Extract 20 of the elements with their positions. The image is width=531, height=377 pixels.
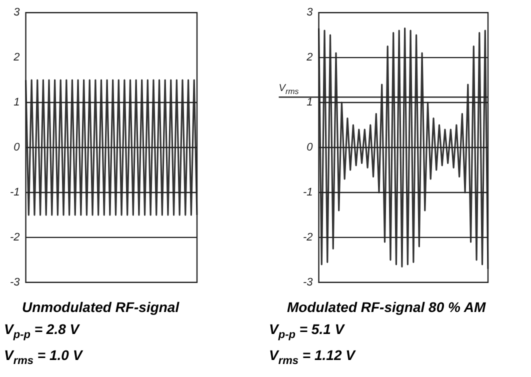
y-tick-label: -3 (10, 276, 21, 288)
text: Unmodulated RF-signal (22, 299, 180, 315)
y-tick-label: -2 (10, 231, 20, 244)
text: Modulated RF-signal 80 % AM (287, 299, 487, 315)
y-tick-label: -3 (303, 276, 314, 288)
y-tick-label: -1 (10, 186, 20, 199)
y-tick-label: 2 (12, 52, 20, 64)
y-tick-label: 2 (306, 52, 313, 64)
y-tick-label: 1 (306, 96, 313, 109)
y-tick-label: -1 (303, 186, 313, 199)
text: V$_{rms}$ = 1.12 V (269, 346, 357, 367)
y-tick-label: -2 (303, 231, 313, 244)
text: V$_{p-p}$ = 5.1 V (269, 321, 346, 341)
y-tick-label: 3 (306, 6, 314, 19)
y-tick-label: 1 (14, 96, 20, 109)
y-tick-label: 0 (306, 142, 314, 154)
text: V$_{p-p}$ = 2.8 V (4, 321, 81, 341)
y-tick-label: 0 (14, 142, 21, 154)
y-tick-label: 3 (14, 6, 21, 19)
text: V$_{rms}$ = 1.0 V (4, 346, 84, 367)
